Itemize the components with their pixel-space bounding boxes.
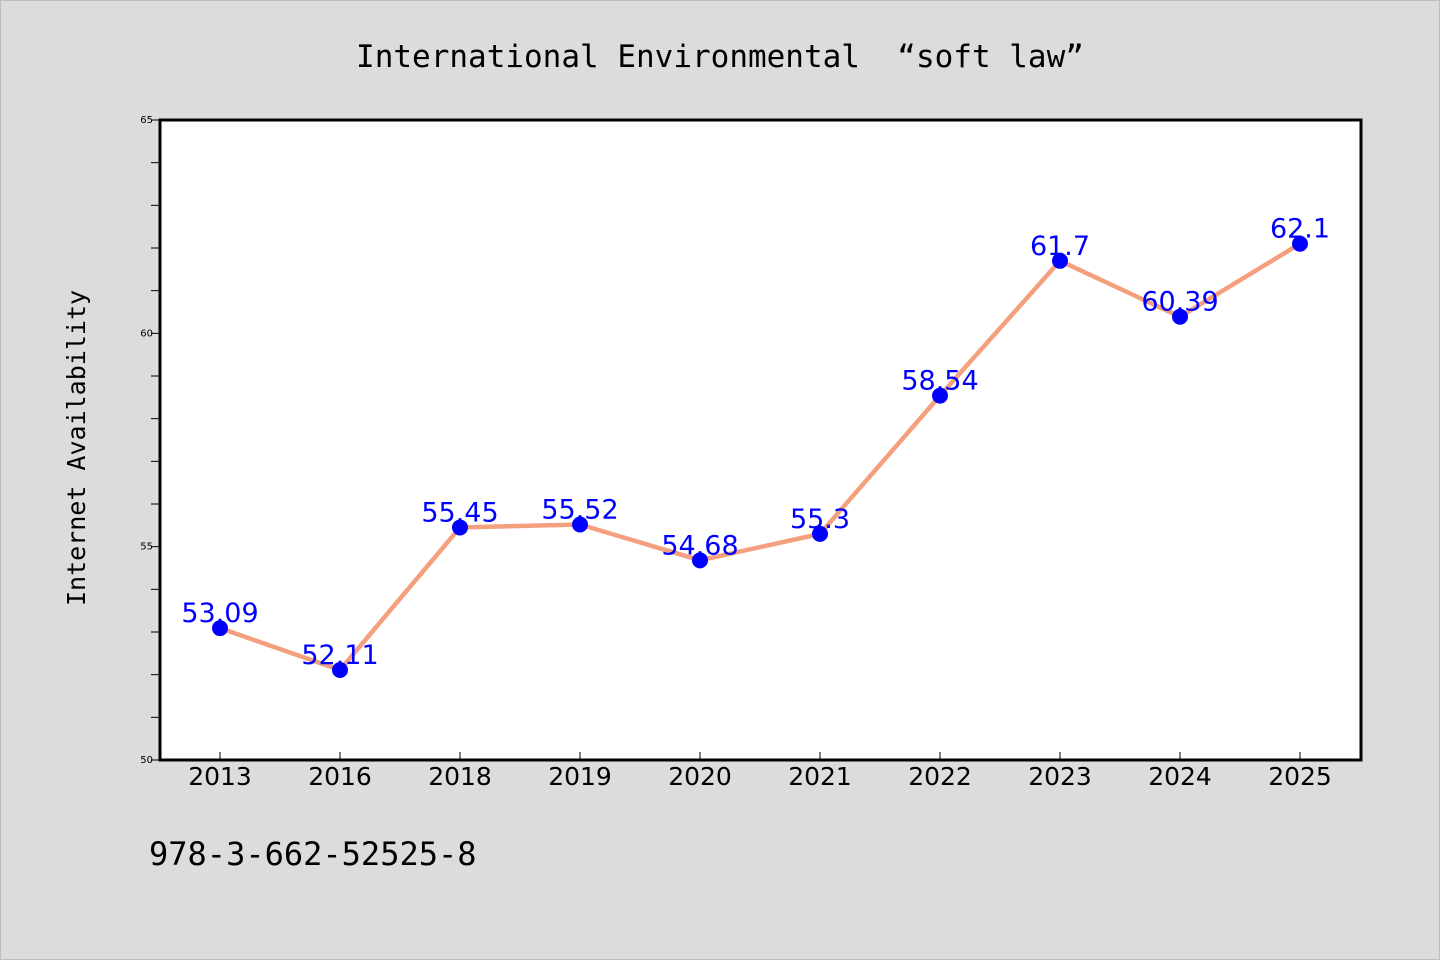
data-label: 53.09: [181, 598, 258, 629]
y-minor-ticks: [151, 162, 160, 718]
x-tick-label: 2016: [308, 762, 372, 791]
x-tick-label: 2025: [1268, 762, 1332, 791]
y-tick-label: 50: [140, 755, 153, 766]
data-label: 54.68: [661, 530, 738, 561]
data-point: [1292, 235, 1308, 252]
x-tick-label: 2019: [548, 762, 612, 791]
data-point: [812, 525, 828, 542]
data-label: 52.11: [301, 640, 378, 671]
x-tick-label: 2021: [788, 762, 852, 791]
series-line-group: [219, 241, 1302, 673]
x-tick-label: 2020: [668, 762, 732, 791]
data-label: 58.54: [901, 366, 978, 397]
data-label: 55.3: [790, 504, 850, 535]
data-point: [692, 552, 708, 569]
data-point: [572, 516, 588, 533]
series-line: [219, 241, 1302, 673]
footnote-isbn: 978-3-662-52525-8: [149, 835, 477, 873]
y-tick-label: 65: [140, 115, 153, 126]
data-labels: 53.09 52.11 55.45 55.52 54.68 55.3 58.54 61.7 60…: [181, 214, 1330, 671]
x-tick-label: 2022: [908, 762, 972, 791]
data-point: [1052, 252, 1068, 269]
y-axis-ticks: 50 55 60 65: [140, 115, 160, 766]
data-point: [1172, 308, 1188, 325]
data-label: 55.45: [421, 497, 498, 528]
data-point: [212, 620, 228, 637]
x-axis-ticks: 2013 2016 2018 2019 2020 2021 2022 2023 2024 2025: [188, 752, 1332, 791]
data-point: [332, 661, 348, 678]
y-axis-label: Internet Availability: [62, 290, 91, 606]
data-label: 61.7: [1030, 231, 1090, 262]
data-label: 60.39: [1141, 287, 1218, 318]
x-tick-label: 2013: [188, 762, 252, 791]
y-tick-label: 60: [140, 328, 153, 339]
plot-area: [158, 118, 1363, 762]
data-markers: [212, 235, 1308, 678]
data-label: 55.52: [541, 494, 618, 525]
x-tick-label: 2024: [1148, 762, 1212, 791]
data-label: 62.1: [1270, 214, 1330, 245]
chart-title: International Environmental “soft law”: [356, 39, 1084, 75]
data-point: [452, 519, 468, 536]
data-point: [932, 387, 948, 404]
y-tick-label: 55: [140, 542, 153, 553]
x-tick-label: 2018: [428, 762, 492, 791]
x-tick-label: 2023: [1028, 762, 1092, 791]
